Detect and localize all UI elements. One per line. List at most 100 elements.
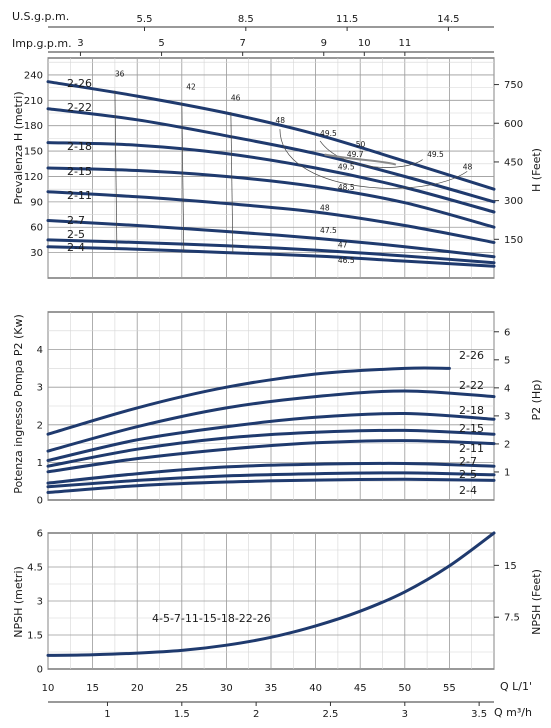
y-tick-label: 150 [24, 147, 43, 158]
head-curve-label: 2-4 [67, 241, 85, 254]
power-curve-label: 2-4 [459, 484, 477, 497]
iso-efficiency-line [230, 112, 234, 253]
y2-tick-label: 4 [504, 383, 510, 394]
efficiency-label: 49.7 [347, 150, 364, 159]
efficiency-label: 48 [320, 203, 330, 212]
lpm-tick-label: 40 [309, 683, 322, 694]
efficiency-label: 46 [231, 93, 241, 102]
lpm-tick-label: 35 [265, 683, 278, 694]
power-curve-label: 2-7 [459, 455, 477, 468]
y-tick-label: 180 [24, 121, 43, 132]
y-tick-label: 4.5 [27, 563, 43, 574]
curve-2-11 [46, 439, 496, 474]
imp-gpm-tick-label: 3 [77, 38, 83, 49]
npsh-ylabel: NPSH (metri) [12, 566, 25, 638]
imp-gpm-tick-label: 5 [158, 38, 164, 49]
y2-tick-label: 15 [504, 561, 517, 572]
power-ylabel: Potenza ingresso Pompa P2 (Kw) [12, 314, 25, 494]
m3h-tick-label: 2.5 [323, 709, 339, 720]
m3h-tick-label: 2 [253, 709, 259, 720]
y-tick-label: 90 [30, 197, 43, 208]
m3h-label: Q m³/h [494, 706, 532, 719]
m3h-tick-label: 1 [104, 709, 110, 720]
y-tick-label: 1.5 [27, 631, 43, 642]
imp-gpm-tick-label: 10 [358, 38, 371, 49]
y2-tick-label: 300 [504, 196, 523, 207]
m3h-tick-label: 3.5 [471, 709, 487, 720]
efficiency-label: 50 [356, 140, 366, 149]
us-gpm-tick-label: 8.5 [238, 14, 254, 25]
curve-2-22 [46, 389, 496, 453]
y-tick-label: 120 [24, 172, 43, 183]
power-curve-label: 2-22 [459, 379, 484, 392]
efficiency-label: 48 [275, 116, 285, 125]
lpm-tick-label: 25 [175, 683, 188, 694]
lpm-ticks: 10 15 20 25 30 35 40 45 50 55 [42, 683, 456, 694]
npsh-panel: 0 1.5 3 4.5 6 7.5 15 4-5-7-11-15-18-22-26 [27, 529, 520, 676]
iso-efficiency-arc [319, 140, 423, 168]
efficiency-label: 46.5 [338, 256, 355, 265]
head-curve-label: 2-26 [67, 77, 92, 90]
us-gpm-tick-label: 5.5 [137, 14, 153, 25]
lpm-tick-label: 30 [220, 683, 233, 694]
m3h-tick-label: 3 [402, 709, 408, 720]
y-tick-label: 0 [37, 496, 43, 507]
power-panel: 0 1 2 3 4 1 2 3 4 5 6 2-26 2-22 2-18 2-15 2-112-72-5 2-4 [37, 311, 510, 507]
y-tick-label: 2 [37, 420, 43, 431]
y-tick-label: 60 [30, 223, 43, 234]
efficiency-label: 47 [338, 241, 348, 250]
curve-2-18 [46, 141, 496, 214]
curve-2-15 [46, 428, 496, 468]
y-tick-label: 4 [37, 345, 43, 356]
curve-4-5-7-11-15-18-22-26 [46, 531, 496, 657]
efficiency-label: 48 [463, 163, 473, 172]
lpm-tick-label: 20 [131, 683, 144, 694]
head-y2label: H (Feet) [530, 148, 543, 192]
y2-tick-label: 7.5 [504, 613, 520, 624]
y2-tick-label: 150 [504, 235, 523, 246]
imp-gpm-tick-label: 7 [239, 38, 245, 49]
curve-2-26 [46, 366, 451, 436]
lpm-label: Q L/1' [500, 680, 532, 693]
y2-tick-label: 1 [504, 467, 510, 478]
npsh-curve-label: 4-5-7-11-15-18-22-26 [152, 612, 271, 625]
lpm-tick-label: 10 [42, 683, 55, 694]
y2-tick-label: 600 [504, 119, 523, 130]
us-gpm-tick-label: 14.5 [437, 14, 459, 25]
power-curve-label: 2-26 [459, 349, 484, 362]
curve-2-4 [46, 245, 496, 268]
y-tick-label: 0 [37, 665, 43, 676]
head-curve-label: 2-15 [67, 165, 92, 178]
efficiency-label: 42 [186, 82, 196, 91]
y2-tick-label: 5 [504, 355, 510, 366]
lpm-tick-label: 50 [398, 683, 411, 694]
us-gpm-tick-label: 11.5 [336, 14, 358, 25]
y2-tick-label: 750 [504, 80, 523, 91]
y-tick-label: 3 [37, 597, 43, 608]
m3h-ticks: 1 1.5 2 2.5 3 3.5 [48, 701, 494, 720]
efficiency-label: 47.5 [320, 226, 337, 235]
head-curve-label: 2-18 [67, 140, 92, 153]
curve-2-18 [46, 411, 496, 462]
iso-efficiency-arc [279, 129, 468, 189]
y-tick-label: 240 [24, 70, 43, 81]
npsh-y2label: NPSH (Feet) [530, 569, 543, 635]
efficiency-label: 49.5 [320, 129, 337, 138]
head-curve-label: 2-11 [67, 189, 92, 202]
head-curve-label: 2-22 [67, 101, 92, 114]
y-tick-label: 1 [37, 458, 43, 469]
head-panel: 30 60 90 120 150 180 210 240 150 300 450 600 750 2-26… [24, 57, 523, 279]
imp-gpm-label: Imp.g.p.m. [12, 37, 72, 50]
iso-efficiency-line [181, 102, 185, 251]
power-y2label: P2 (Hp) [530, 380, 543, 421]
lpm-tick-label: 45 [354, 683, 367, 694]
power-curve-label: 2-11 [459, 442, 484, 455]
y2-tick-label: 450 [504, 157, 523, 168]
iso-efficiency-arc [324, 153, 397, 166]
y-tick-label: 6 [37, 529, 43, 540]
head-curve-label: 2-7 [67, 214, 85, 227]
curve-2-22 [46, 107, 496, 204]
y2-tick-label: 3 [504, 411, 510, 422]
efficiency-label: 49.5 [338, 163, 355, 172]
curve-2-4 [46, 477, 496, 494]
